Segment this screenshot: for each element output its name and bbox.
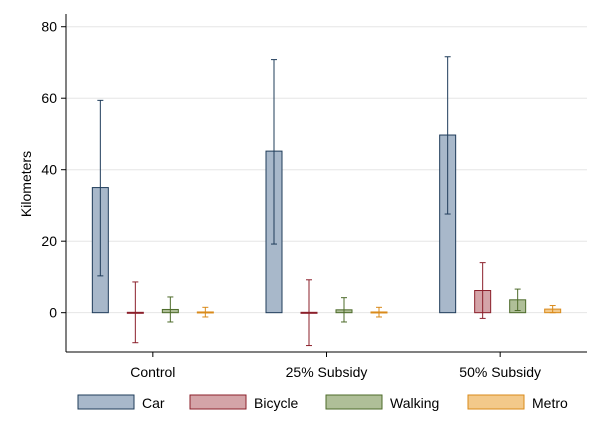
y-axis-title: Kilometers: [18, 151, 34, 217]
x-tick-label: 25% Subsidy: [286, 364, 368, 380]
y-tick-label: 20: [41, 233, 57, 249]
y-tick-label: 60: [41, 90, 57, 106]
legend: Car Bicycle Walking Metro: [63, 387, 587, 419]
legend-box: [63, 387, 587, 419]
x-tick-label: Control: [130, 364, 175, 380]
legend-swatch-car: [77, 394, 135, 410]
legend-swatch-bicycle: [189, 394, 247, 410]
legend-label-car: Car: [142, 395, 165, 411]
x-tick-label: 50% Subsidy: [459, 364, 541, 380]
legend-label-walking: Walking: [390, 395, 439, 411]
legend-label-metro: Metro: [532, 395, 568, 411]
gridlines: [66, 26, 587, 314]
y-tick-label: 40: [41, 162, 57, 178]
y-tick-label: 0: [49, 305, 57, 321]
legend-swatch-walking: [325, 394, 383, 410]
bars: [91, 56, 562, 347]
y-tick-label: 80: [41, 19, 57, 35]
legend-label-bicycle: Bicycle: [254, 395, 299, 411]
legend-swatch-metro: [467, 394, 525, 410]
axes: 0 20 40 60 80 Control 25% Subsidy 50% Subsidy: [41, 14, 587, 380]
